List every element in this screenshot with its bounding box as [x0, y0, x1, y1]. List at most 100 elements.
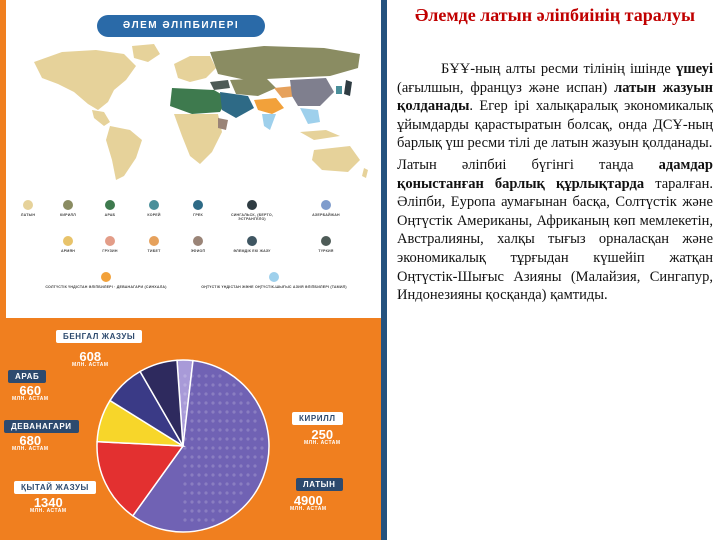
legend-item-greek: ГРЕК	[170, 200, 226, 217]
texture-dot	[253, 446, 257, 450]
writing-systems-infographic: ӘЛЕМ ӘЛІПБИЛЕРІ	[0, 0, 387, 540]
texture-dot	[225, 464, 229, 468]
legend-item-south-india: ОҢТҮСТІК ҮНДІСТАН ЖӘНЕ ОҢТҮСТІК-ШЫҒЫС АЗ…	[194, 272, 354, 289]
texture-dot	[197, 401, 201, 405]
texture-dot	[246, 410, 250, 414]
texture-dot	[211, 410, 215, 414]
texture-dot	[246, 401, 250, 405]
map-china	[290, 78, 334, 106]
texture-dot	[218, 482, 222, 486]
texture-dot	[183, 473, 187, 477]
texture-dot	[183, 410, 187, 414]
texture-dot	[183, 500, 187, 504]
texture-dot	[246, 473, 250, 477]
legend-item-georgian: ГРУЗИН	[82, 236, 138, 253]
texture-dot	[253, 419, 257, 423]
legend-item-cyrillic: КИРИЛЛ	[40, 200, 96, 217]
texture-dot	[204, 428, 208, 432]
legend-item-armenian: АРМЯН	[40, 236, 96, 253]
texture-dot	[190, 455, 194, 459]
texture-dot	[190, 491, 194, 495]
texture-dot	[211, 491, 215, 495]
texture-dot	[211, 509, 215, 513]
pie-value-latin: 4900 МЛН. АСТАМ	[290, 493, 327, 512]
texture-dot	[232, 428, 236, 432]
script-users-pie-chart	[96, 359, 270, 533]
map-south-india	[262, 114, 276, 130]
legend-swatch	[23, 200, 33, 210]
legend-swatch	[247, 236, 257, 246]
texture-dot	[225, 473, 229, 477]
texture-dot	[204, 473, 208, 477]
texture-dot	[183, 428, 187, 432]
texture-dot	[218, 500, 222, 504]
pie-slices	[96, 359, 270, 533]
texture-dot	[197, 446, 201, 450]
map-new-zealand	[362, 168, 368, 178]
texture-dot	[204, 464, 208, 468]
legend-swatch	[193, 200, 203, 210]
texture-dot	[232, 446, 236, 450]
blue-edge-stripe	[381, 0, 387, 540]
legend-swatch	[63, 236, 73, 246]
texture-dot	[225, 392, 229, 396]
texture-dot	[183, 374, 187, 378]
texture-dot	[204, 482, 208, 486]
pie-slice-БЕНГАЛ ЖАЗУЫ	[139, 359, 184, 447]
texture-dot	[232, 437, 236, 441]
legend-item-tibetan: ТИБЕТ	[126, 236, 182, 253]
texture-dot	[239, 437, 243, 441]
texture-dot	[204, 491, 208, 495]
texture-dot	[190, 419, 194, 423]
legend-swatch	[269, 272, 279, 282]
texture-dot	[232, 401, 236, 405]
texture-dot	[239, 410, 243, 414]
legend-item-arabic: АРАБ	[82, 200, 138, 217]
texture-dot	[232, 410, 236, 414]
texture-dot	[218, 473, 222, 477]
legend-swatch	[105, 200, 115, 210]
texture-dot	[204, 410, 208, 414]
texture-dot	[211, 374, 215, 378]
legend-item-latin: ЛАТЫН	[0, 200, 56, 217]
texture-dot	[204, 500, 208, 504]
texture-dot	[232, 455, 236, 459]
texture-dot	[190, 473, 194, 477]
texture-dot	[232, 500, 236, 504]
texture-dot	[204, 509, 208, 513]
texture-dot	[183, 419, 187, 423]
texture-dot	[225, 455, 229, 459]
pie-label-devanagari: ДЕВАНАГАРИ	[4, 420, 79, 433]
texture-dot	[183, 509, 187, 513]
texture-dot	[211, 446, 215, 450]
texture-dot	[218, 437, 222, 441]
texture-dot	[197, 410, 201, 414]
map-greenland	[132, 44, 160, 62]
texture-dot	[211, 401, 215, 405]
texture-dot	[183, 437, 187, 441]
map-south-america	[106, 126, 142, 180]
texture-dot	[197, 383, 201, 387]
texture-dot	[190, 437, 194, 441]
texture-dot	[211, 419, 215, 423]
legend-swatch	[321, 236, 331, 246]
texture-dot	[246, 464, 250, 468]
paragraph-latin-spread: Латын әліпбиі бүгінгі таңда адамдар қоны…	[397, 156, 713, 304]
texture-dot	[211, 437, 215, 441]
texture-dot	[183, 482, 187, 486]
texture-dot	[190, 464, 194, 468]
texture-dot	[197, 428, 201, 432]
legend-swatch	[101, 272, 111, 282]
texture-dot	[211, 464, 215, 468]
texture-dot	[190, 446, 194, 450]
legend-swatch	[321, 200, 331, 210]
pie-value-arabic: 660 МЛН. АСТАМ	[12, 383, 49, 402]
legend-item-azerbaijan: АЗЕРБАЙЖАН	[298, 200, 354, 217]
pie-slice-ҚЫТАЙ ЖАЗУЫ	[96, 440, 185, 517]
pie-value-bengali: 608 МЛН. АСТАМ	[72, 349, 109, 368]
texture-dot	[190, 383, 194, 387]
texture-dot	[218, 383, 222, 387]
pie-slice-ЛАТЫН	[131, 359, 270, 533]
map-japan	[344, 80, 352, 96]
texture-dot	[218, 455, 222, 459]
